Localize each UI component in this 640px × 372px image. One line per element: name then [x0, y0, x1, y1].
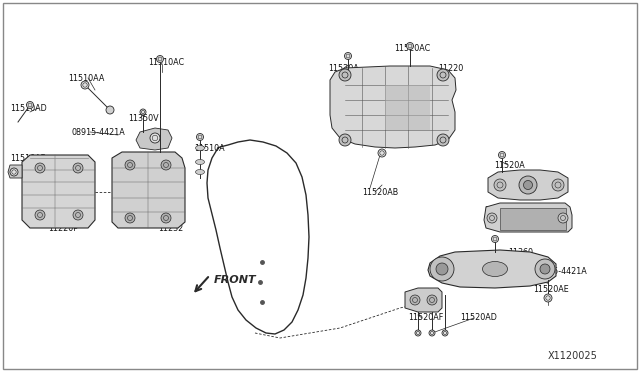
Circle shape [35, 163, 45, 173]
Polygon shape [112, 152, 185, 228]
Polygon shape [428, 250, 556, 288]
Circle shape [406, 42, 413, 49]
Text: 11510AC: 11510AC [148, 58, 184, 67]
Text: 11510AD: 11510AD [10, 103, 47, 112]
Circle shape [535, 259, 555, 279]
Ellipse shape [195, 160, 205, 164]
Ellipse shape [195, 145, 205, 151]
Polygon shape [8, 165, 22, 178]
Ellipse shape [483, 262, 508, 276]
Text: X1120025: X1120025 [548, 351, 598, 361]
Circle shape [339, 134, 351, 146]
Circle shape [442, 330, 448, 336]
Circle shape [73, 210, 83, 220]
Circle shape [10, 168, 18, 176]
Text: 11520A: 11520A [328, 64, 359, 73]
Text: 11520AB: 11520AB [362, 187, 398, 196]
Circle shape [552, 179, 564, 191]
Text: 11220P: 11220P [48, 224, 78, 232]
Circle shape [519, 176, 537, 194]
Text: 08915-4421A: 08915-4421A [72, 128, 125, 137]
Circle shape [339, 69, 351, 81]
Text: 11520AE: 11520AE [533, 285, 569, 295]
Text: 11520AF: 11520AF [408, 314, 444, 323]
Text: 08915-4421A: 08915-4421A [533, 267, 587, 276]
Text: FRONT: FRONT [214, 275, 257, 285]
Circle shape [125, 213, 135, 223]
Polygon shape [405, 288, 442, 312]
Circle shape [494, 179, 506, 191]
Circle shape [378, 149, 386, 157]
Text: 11220M: 11220M [484, 205, 516, 215]
Text: 11254: 11254 [494, 179, 519, 187]
Circle shape [558, 213, 568, 223]
Circle shape [415, 330, 421, 336]
Circle shape [140, 109, 146, 115]
Circle shape [437, 134, 449, 146]
Circle shape [81, 81, 89, 89]
Polygon shape [385, 85, 430, 130]
Text: 11360: 11360 [508, 247, 533, 257]
Text: 11520AC: 11520AC [394, 44, 430, 52]
Circle shape [125, 160, 135, 170]
Circle shape [524, 180, 532, 189]
Circle shape [430, 257, 454, 281]
Polygon shape [500, 208, 566, 230]
Ellipse shape [195, 170, 205, 174]
Polygon shape [330, 66, 456, 148]
Circle shape [487, 213, 497, 223]
Circle shape [106, 106, 114, 114]
Polygon shape [136, 128, 172, 150]
Polygon shape [22, 155, 95, 228]
Circle shape [427, 295, 437, 305]
Circle shape [429, 330, 435, 336]
Circle shape [436, 263, 448, 275]
Circle shape [161, 160, 171, 170]
Circle shape [161, 213, 171, 223]
Circle shape [26, 102, 33, 109]
Circle shape [344, 52, 351, 60]
Circle shape [35, 210, 45, 220]
Circle shape [73, 163, 83, 173]
Text: 11350V: 11350V [128, 113, 159, 122]
Text: 11220: 11220 [438, 64, 463, 73]
Circle shape [157, 55, 163, 62]
Circle shape [499, 151, 506, 158]
Text: 11510AA: 11510AA [68, 74, 104, 83]
Text: 11510AB: 11510AB [10, 154, 46, 163]
Circle shape [544, 294, 552, 302]
Text: 11232: 11232 [158, 224, 183, 232]
Circle shape [540, 264, 550, 274]
Polygon shape [484, 203, 572, 232]
Text: (1): (1) [538, 276, 549, 285]
Text: 11510A: 11510A [194, 144, 225, 153]
Circle shape [150, 133, 160, 143]
Circle shape [492, 235, 499, 243]
Circle shape [437, 69, 449, 81]
Text: 11332M: 11332M [408, 298, 440, 308]
Polygon shape [488, 170, 568, 200]
Circle shape [410, 295, 420, 305]
Text: 11520AD: 11520AD [460, 314, 497, 323]
Text: 11520A: 11520A [494, 160, 525, 170]
Circle shape [196, 134, 204, 141]
